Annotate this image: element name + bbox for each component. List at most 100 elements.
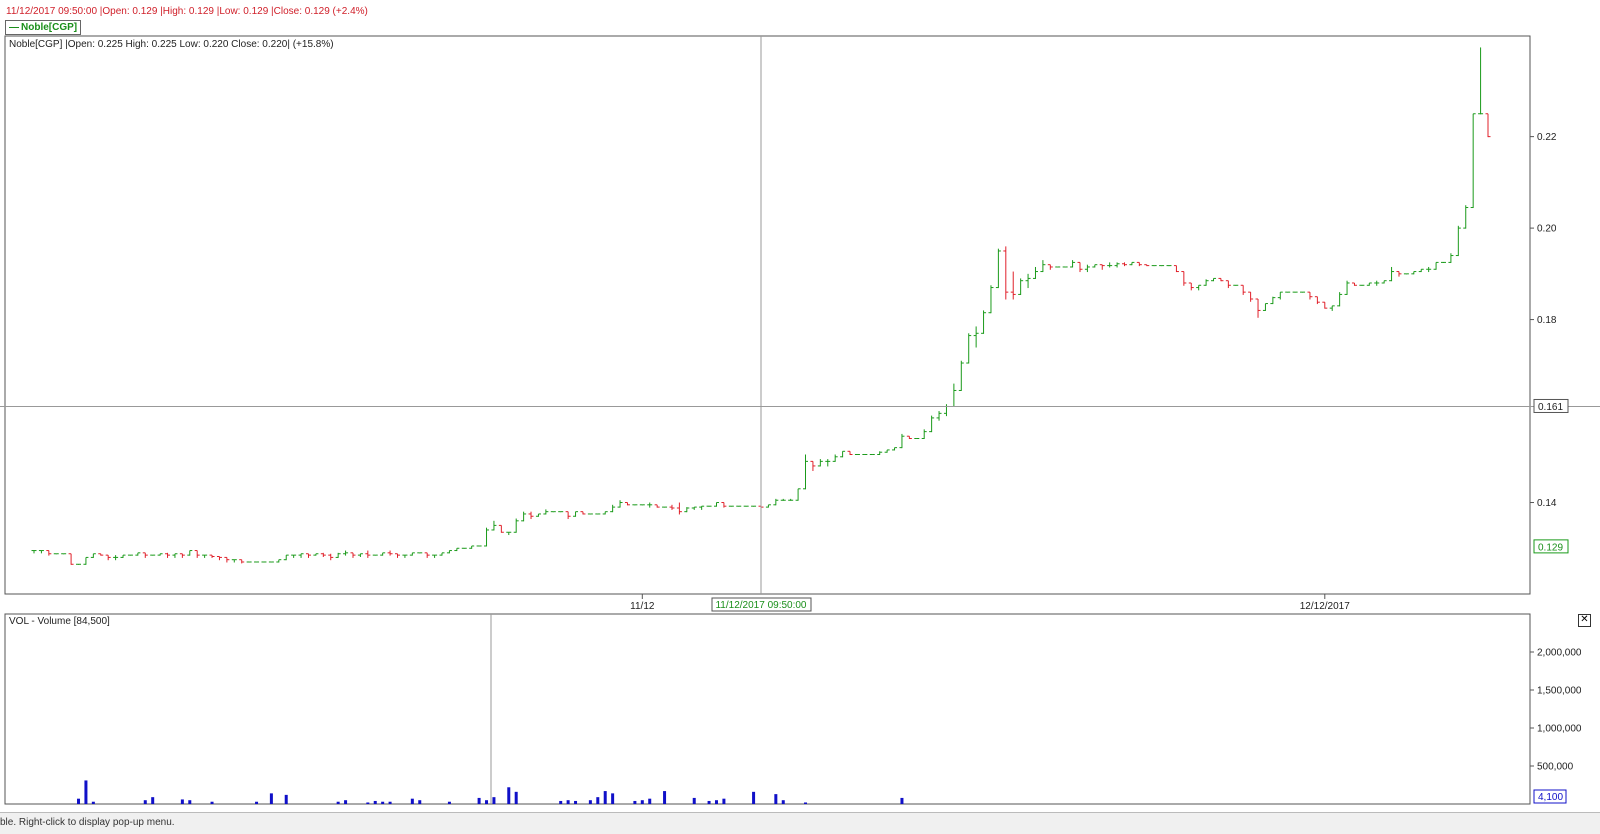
volume-bar — [388, 801, 392, 804]
ohlc-bar — [402, 554, 408, 558]
ohlc-bar — [432, 554, 438, 558]
ohlc-bar — [90, 553, 96, 558]
ohlc-bar — [1144, 264, 1150, 267]
volume-bar — [752, 791, 756, 804]
ohlc-bar — [1485, 113, 1491, 138]
volume-bar — [188, 800, 192, 804]
ohlc-bar — [1240, 284, 1246, 295]
volume-bar — [477, 797, 481, 804]
ohlc-bar — [1403, 273, 1409, 275]
ohlc-bar — [832, 454, 838, 462]
volume-bar — [447, 801, 451, 804]
volume-bar — [648, 798, 652, 804]
ohlc-bar — [1396, 271, 1402, 277]
volume-tick-label: 1,500,000 — [1537, 686, 1582, 697]
ohlc-bar — [1077, 261, 1083, 273]
ohlc-bar — [328, 553, 334, 561]
ohlc-bar — [120, 554, 126, 558]
ohlc-bar — [676, 502, 682, 515]
ohlc-bar — [795, 488, 801, 501]
ohlc-bar — [98, 553, 104, 556]
ohlc-bar — [1277, 291, 1283, 300]
volume-bar — [485, 800, 489, 804]
ohlc-bar — [1478, 47, 1484, 115]
ohlc-bar — [847, 450, 853, 455]
ohlc-bar — [906, 435, 912, 439]
ohlc-bar — [491, 520, 497, 531]
ohlc-bar — [817, 459, 823, 467]
ohlc-bar — [1248, 291, 1254, 302]
volume-bar — [640, 800, 644, 804]
ohlc-bar — [305, 553, 311, 558]
ohlc-bar — [1366, 282, 1372, 286]
volume-bar — [418, 800, 422, 804]
ohlc-bar — [713, 502, 719, 507]
ohlc-bar — [1159, 265, 1165, 267]
volume-bar — [566, 800, 570, 804]
ohlc-bar — [595, 513, 601, 515]
ohlc-bar — [1151, 265, 1157, 267]
ohlc-bar — [528, 511, 534, 520]
ohlc-bar — [558, 511, 564, 513]
ohlc-bar — [1389, 266, 1395, 282]
ohlc-bar — [1122, 262, 1127, 267]
last-price-label: 0.129 — [1538, 542, 1563, 553]
ohlc-bar — [1411, 271, 1417, 275]
ohlc-bar — [550, 511, 556, 513]
ohlc-bar — [239, 559, 245, 564]
volume-chart[interactable]: VOL - Volume [84,500] 2,000,000 1,500,000… — [0, 0, 1600, 812]
ohlc-bar — [1003, 246, 1009, 300]
ohlc-bar — [1032, 266, 1038, 279]
ohlc-bar — [892, 447, 898, 451]
ohlc-bar — [587, 513, 593, 515]
volume-bar — [714, 800, 718, 804]
ohlc-bar — [165, 552, 171, 558]
ohlc-bar — [1300, 291, 1306, 293]
close-volume-panel-button[interactable]: ✕ — [1578, 614, 1591, 627]
ohlc-bar — [936, 411, 942, 421]
volume-bar — [210, 801, 214, 804]
ohlc-bar — [877, 451, 883, 455]
ohlc-bar — [602, 511, 608, 515]
crosshair-quote: 11/12/2017 09:50:00 |Open: 0.129 |High: … — [6, 6, 368, 17]
ohlc-bar — [46, 550, 52, 556]
ohlc-bar — [921, 429, 927, 439]
ohlc-bar — [254, 561, 260, 563]
legend-tag-label: Noble[CGP] — [21, 22, 78, 33]
ohlc-bar — [1114, 262, 1120, 268]
series-legend-tag[interactable]: Noble[CGP] — [5, 20, 82, 35]
ohlc-bar — [1107, 262, 1113, 268]
volume-bar — [633, 800, 637, 804]
ohlc-bar — [276, 559, 282, 563]
ohlc-bar — [765, 504, 771, 508]
ohlc-bar — [981, 310, 987, 334]
ohlc-bar — [498, 524, 504, 533]
price-tick-label: 0.22 — [1537, 132, 1557, 143]
ohlc-bar — [810, 460, 816, 472]
ohlc-bar — [1307, 291, 1313, 300]
volume-bar — [492, 797, 496, 804]
ohlc-bar — [1448, 253, 1454, 263]
ohlc-bar — [995, 248, 1001, 289]
ohlc-bar — [454, 547, 460, 552]
ohlc-bar — [246, 561, 252, 563]
price-chart[interactable]: Noble[CGP] |Open: 0.225 High: 0.225 Low:… — [0, 0, 1600, 612]
ohlc-bar — [862, 454, 868, 455]
ohlc-bar — [298, 553, 304, 558]
ohlc-bar — [1322, 301, 1328, 309]
ohlc-bar — [1463, 205, 1469, 229]
ohlc-bar — [127, 554, 133, 556]
volume-bar — [774, 794, 778, 804]
ohlc-bar — [83, 556, 89, 565]
ohlc-bar — [573, 511, 579, 517]
ohlc-bar — [580, 511, 586, 515]
ohlc-bar — [1329, 305, 1335, 311]
ohlc-bar — [521, 511, 527, 522]
ohlc-bar — [1374, 280, 1380, 286]
ohlc-bar — [1136, 261, 1142, 267]
volume-bar — [804, 802, 808, 804]
ohlc-bar — [224, 556, 230, 563]
volume-bar — [900, 797, 904, 804]
ohlc-bar — [476, 545, 482, 547]
ohlc-bar — [1233, 284, 1239, 286]
